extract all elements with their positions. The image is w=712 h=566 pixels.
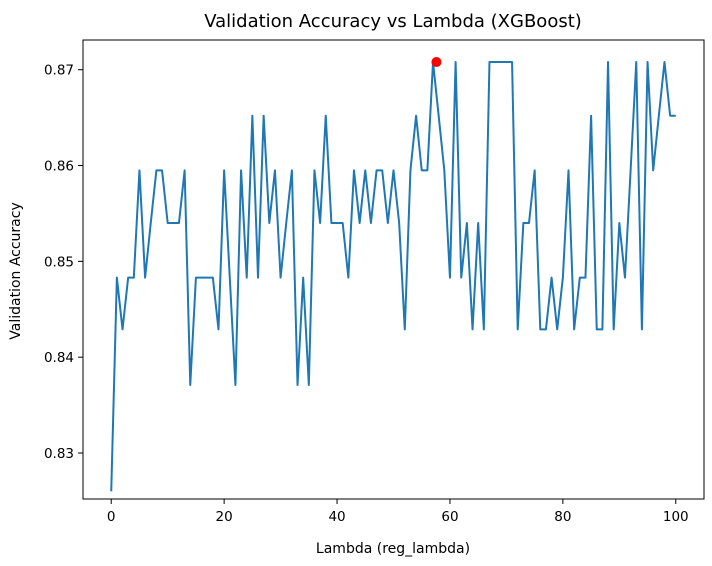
y-tick-label: 0.84	[44, 350, 74, 366]
best-point-marker	[431, 57, 442, 68]
x-tick-label: 60	[441, 509, 458, 525]
y-tick-label: 0.87	[44, 63, 74, 79]
accuracy-line	[110, 61, 676, 492]
y-tick-label: 0.83	[44, 446, 74, 462]
x-tick-label: 100	[663, 509, 689, 525]
x-tick-label: 0	[107, 509, 116, 525]
x-axis-label: Lambda (reg_lambda)	[316, 541, 470, 557]
x-tick-label: 20	[216, 509, 233, 525]
y-axis-label: Validation Accuracy	[8, 202, 24, 340]
axes-frame	[82, 39, 705, 500]
plot-area: 0 20 40 60 80 100 0.83 0.84 0.85 0.86 0.87	[44, 39, 705, 525]
x-tick-label: 80	[554, 509, 571, 525]
y-tick-label: 0.85	[44, 254, 74, 270]
x-tick-label: 40	[328, 509, 345, 525]
chart-title: Validation Accuracy vs Lambda (XGBoost)	[204, 11, 582, 32]
y-tick-label: 0.86	[44, 159, 74, 175]
